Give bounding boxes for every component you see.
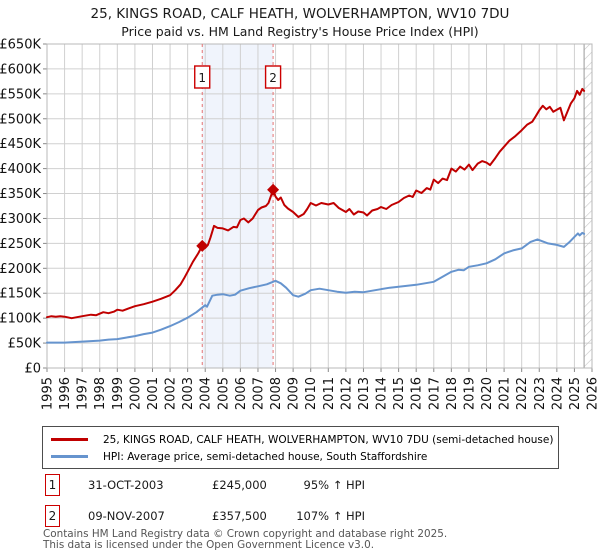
footer-line-1: Contains HM Land Registry data © Crown c… xyxy=(43,528,448,540)
sale-2-flag xyxy=(264,65,282,89)
y-tick-label: £450K xyxy=(0,137,41,152)
y-tick-label: £300K xyxy=(0,212,41,227)
sale-1-marker xyxy=(196,239,209,252)
future-hatch-zone xyxy=(584,44,592,368)
x-tick-label: 2006 xyxy=(234,377,249,410)
x-tick-label: 2024 xyxy=(550,377,565,410)
x-tick-label: 2022 xyxy=(515,377,530,410)
sale-1-flag xyxy=(194,65,211,89)
page-subtitle: Price paid vs. HM Land Registry's House … xyxy=(121,24,479,39)
y-tick-label: £100K xyxy=(0,312,41,327)
price-paid-line-swatch xyxy=(51,438,88,441)
chart-legend: 25, KINGS ROAD, CALF HEATH, WOLVERHAMPTO… xyxy=(42,426,559,469)
x-tick-label: 2021 xyxy=(498,377,513,410)
transaction-1-date: 31-OCT-2003 xyxy=(88,478,164,492)
x-tick-label: 2013 xyxy=(357,377,372,410)
page-title: 25, KINGS ROAD, CALF HEATH, WOLVERHAMPTO… xyxy=(90,6,510,22)
y-tick-label: £650K xyxy=(0,38,41,53)
transaction-2-hpi-delta: 107% ↑ HPI xyxy=(296,509,365,523)
x-tick-label: 2007 xyxy=(251,377,266,410)
x-tick-label: 2018 xyxy=(445,377,460,410)
y-tick-label: £250K xyxy=(0,237,41,252)
transaction-1-badge: 1 xyxy=(45,474,60,496)
x-tick-label: 1995 xyxy=(41,377,56,410)
x-tick-label: 2004 xyxy=(199,377,214,410)
hpi-line-swatch xyxy=(51,455,88,458)
legend-item-price-paid: 25, KINGS ROAD, CALF HEATH, WOLVERHAMPTO… xyxy=(51,431,558,448)
x-tick-label: 2019 xyxy=(462,377,477,410)
legend-label-hpi: HPI: Average price, semi-detached house,… xyxy=(103,450,428,463)
footer-line-2: This data is licensed under the Open Gov… xyxy=(43,538,375,551)
y-tick-label: £400K xyxy=(0,162,41,177)
x-tick-label: 2025 xyxy=(568,377,583,410)
hpi-line xyxy=(46,231,586,344)
between-sales-band xyxy=(202,44,274,368)
x-tick-label: 2014 xyxy=(375,377,390,410)
x-tick-label: 2003 xyxy=(181,377,196,410)
y-tick-label: £550K xyxy=(0,87,41,102)
x-tick-label: 2010 xyxy=(304,377,319,410)
y-tick-label: £0 xyxy=(24,362,41,377)
x-tick-label: 2011 xyxy=(322,377,337,410)
y-tick-label: £150K xyxy=(0,287,41,302)
x-tick-label: 1998 xyxy=(93,377,108,410)
x-tick-label: 2016 xyxy=(410,377,425,410)
y-tick-label: £600K xyxy=(0,62,41,77)
license-footer: Contains HM Land Registry data © Crown c… xyxy=(43,529,447,551)
x-tick-label: 2000 xyxy=(128,377,143,410)
x-tick-label: 2026 xyxy=(586,377,600,410)
price-paid-line xyxy=(46,87,586,320)
x-tick-label: 2023 xyxy=(533,377,548,410)
sale-1-flag-number: 1 xyxy=(198,71,206,85)
sale-2-marker xyxy=(267,183,280,196)
y-tick-label: £350K xyxy=(0,187,41,202)
transaction-2-date: 09-NOV-2007 xyxy=(88,509,165,523)
y-tick-label: £200K xyxy=(0,262,41,277)
y-tick-label: £500K xyxy=(0,112,41,127)
x-tick-label: 1996 xyxy=(58,377,73,410)
transaction-1-hpi-delta: 95% ↑ HPI xyxy=(303,478,365,492)
x-tick-label: 2020 xyxy=(480,377,495,410)
transaction-2-price: £357,500 xyxy=(212,509,267,523)
x-tick-label: 2009 xyxy=(287,377,302,410)
transaction-2-badge: 2 xyxy=(45,505,60,527)
y-tick-label: £50K xyxy=(8,337,42,352)
transaction-1-price: £245,000 xyxy=(212,478,267,492)
x-tick-label: 1997 xyxy=(76,377,91,410)
x-tick-label: 1999 xyxy=(111,377,126,410)
x-tick-label: 2008 xyxy=(269,377,284,410)
price-chart: £0 £50K £100K £150K £200K £250K £300K £350K £400… xyxy=(0,38,600,411)
x-tick-label: 2017 xyxy=(427,377,442,410)
plot-border xyxy=(46,43,593,369)
x-tick-label: 2002 xyxy=(164,377,179,410)
sale-2-flag-number: 2 xyxy=(269,71,277,85)
legend-label-price-paid: 25, KINGS ROAD, CALF HEATH, WOLVERHAMPTO… xyxy=(103,433,554,446)
x-tick-label: 2012 xyxy=(339,377,354,410)
x-tick-label: 2001 xyxy=(146,377,161,410)
legend-item-hpi: HPI: Average price, semi-detached house,… xyxy=(51,448,558,465)
x-tick-label: 2005 xyxy=(216,377,231,410)
x-tick-label: 2015 xyxy=(392,377,407,410)
